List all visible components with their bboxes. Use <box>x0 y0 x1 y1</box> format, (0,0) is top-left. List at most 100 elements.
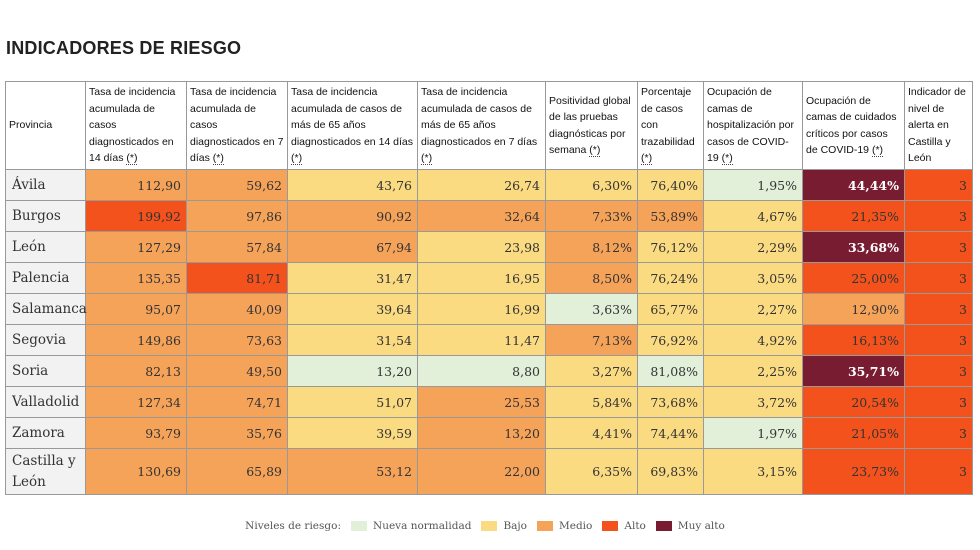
indicator-value-cell: 4,67% <box>703 200 803 232</box>
header-text: Positividad global de las pruebas diagnó… <box>549 94 631 157</box>
header-incidencia-14d: Tasa de incidencia acumulada de casos di… <box>85 81 187 170</box>
legend-item-label: Muy alto <box>677 520 725 532</box>
indicator-value-cell: 33,68% <box>802 231 905 263</box>
indicator-value-cell: 149,86 <box>85 324 187 356</box>
indicator-value-cell: 112,90 <box>85 169 187 201</box>
indicator-value-cell: 4,41% <box>545 417 638 449</box>
indicator-value-cell: 81,71 <box>186 262 288 294</box>
indicator-value-cell: 20,54% <box>802 386 905 418</box>
header-positividad: Positividad global de las pruebas diagnó… <box>545 81 638 170</box>
province-name-cell: Ávila <box>5 169 86 201</box>
indicator-value-cell: 65,89 <box>186 448 288 495</box>
indicator-value-cell: 73,68% <box>637 386 704 418</box>
indicator-value-cell: 76,40% <box>637 169 704 201</box>
indicator-value-cell: 3 <box>904 386 973 418</box>
indicator-value-cell: 12,90% <box>802 293 905 325</box>
table-body: Ávila 112,90 59,62 43,76 26,74 6,30% 76,40% 1,9… <box>5 169 973 495</box>
legend-swatch <box>481 521 498 531</box>
indicator-value-cell: 199,92 <box>85 200 187 232</box>
header-text: Tasa de incidencia acumulada de casos di… <box>190 86 284 165</box>
legend-items: Nueva normalidad Bajo Medio Alto Muy alto <box>351 520 735 532</box>
indicator-value-cell: 65,77% <box>637 293 704 325</box>
info-ref-link[interactable]: (*) <box>126 152 138 166</box>
info-ref-link[interactable]: (*) <box>871 144 884 157</box>
info-ref-link[interactable]: (*) <box>421 152 433 166</box>
legend-swatch <box>351 521 367 531</box>
info-ref-link[interactable]: (*) <box>212 152 224 166</box>
indicator-value-cell: 5,84% <box>545 386 638 418</box>
table-header-row: Provincia Tasa de incidencia acumulada d… <box>5 81 973 170</box>
indicator-value-cell: 76,12% <box>637 231 704 263</box>
indicator-value-cell: 3 <box>904 355 973 387</box>
indicator-value-cell: 127,29 <box>85 231 187 263</box>
header-text: Tasa de incidencia acumulada de casos di… <box>89 86 176 165</box>
header-text: Ocupación de camas de cuidados críticos … <box>806 94 897 157</box>
indicator-value-cell: 57,84 <box>186 231 288 263</box>
indicator-value-cell: 16,95 <box>417 262 546 294</box>
legend-label: Niveles de riesgo: <box>245 520 341 532</box>
legend-item-label: Medio <box>559 520 593 532</box>
indicator-value-cell: 3 <box>904 324 973 356</box>
indicator-value-cell: 74,44% <box>637 417 704 449</box>
risk-legend: Niveles de riesgo: Nueva normalidad Bajo M… <box>0 520 980 532</box>
indicator-value-cell: 3,15% <box>703 448 803 495</box>
table-row: Soria 82,13 49,50 13,20 8,80 3,27% 81,08% 2,25%… <box>5 355 973 387</box>
indicator-value-cell: 6,35% <box>545 448 638 495</box>
indicator-value-cell: 73,63 <box>186 324 288 356</box>
info-ref-link[interactable]: (*) <box>291 152 303 166</box>
indicator-value-cell: 23,98 <box>417 231 546 263</box>
indicator-value-cell: 81,08% <box>637 355 704 387</box>
header-text: Tasa de incidencia acumulada de casos de… <box>291 86 414 148</box>
table-row: León 127,29 57,84 67,94 23,98 8,12% 76,12% 2,29… <box>5 231 973 263</box>
info-ref-link[interactable]: (*) <box>641 152 653 166</box>
indicator-value-cell: 8,12% <box>545 231 638 263</box>
indicator-value-cell: 43,76 <box>287 169 418 201</box>
indicator-value-cell: 67,94 <box>287 231 418 263</box>
indicator-value-cell: 95,07 <box>85 293 187 325</box>
legend-swatch <box>537 521 553 531</box>
indicator-value-cell: 53,12 <box>287 448 418 495</box>
info-ref-link[interactable]: (*) <box>589 144 601 157</box>
table-row: Valladolid 127,34 74,71 51,07 25,53 5,84% 73,6… <box>5 386 973 418</box>
indicator-value-cell: 44,44% <box>802 169 905 201</box>
indicator-value-cell: 16,13% <box>802 324 905 356</box>
header-nivel-alerta: Indicador de nivel de alerta en Castilla… <box>904 81 973 170</box>
info-ref-link[interactable]: (*) <box>721 152 733 166</box>
indicator-value-cell: 22,00 <box>417 448 546 495</box>
header-ocupacion-criticos: Ocupación de camas de cuidados críticos … <box>802 81 905 170</box>
indicator-value-cell: 11,47 <box>417 324 546 356</box>
indicator-value-cell: 3 <box>904 169 973 201</box>
indicator-value-cell: 7,13% <box>545 324 638 356</box>
province-name-cell: Palencia <box>5 262 86 294</box>
indicator-value-cell: 32,64 <box>417 200 546 232</box>
indicator-value-cell: 130,69 <box>85 448 187 495</box>
header-text: Porcentaje de casos con trazabilidad <box>641 86 695 148</box>
page-title: INDICADORES DE RIESGO <box>6 38 242 58</box>
table-row: Zamora 93,79 35,76 39,59 13,20 4,41% 74,44% 1,9… <box>5 417 973 449</box>
risk-indicators-table: Provincia Tasa de incidencia acumulada d… <box>5 81 973 495</box>
table-row: Palencia 135,35 81,71 31,47 16,95 8,50% 76,24%… <box>5 262 973 294</box>
indicator-value-cell: 31,47 <box>287 262 418 294</box>
header-ocupacion-hospitalizacion: Ocupación de camas de hospitalización po… <box>703 81 803 170</box>
indicator-value-cell: 3,72% <box>703 386 803 418</box>
indicator-value-cell: 26,74 <box>417 169 546 201</box>
indicator-value-cell: 23,73% <box>802 448 905 495</box>
legend-item: Muy alto <box>655 520 725 532</box>
indicator-value-cell: 39,59 <box>287 417 418 449</box>
indicator-value-cell: 3,27% <box>545 355 638 387</box>
indicator-value-cell: 135,35 <box>85 262 187 294</box>
indicator-value-cell: 4,92% <box>703 324 803 356</box>
header-incidencia-65-14d: Tasa de incidencia acumulada de casos de… <box>287 81 418 170</box>
indicator-value-cell: 25,53 <box>417 386 546 418</box>
indicator-value-cell: 2,27% <box>703 293 803 325</box>
indicator-value-cell: 39,64 <box>287 293 418 325</box>
indicator-value-cell: 3 <box>904 262 973 294</box>
province-name-cell: Soria <box>5 355 86 387</box>
indicator-value-cell: 40,09 <box>186 293 288 325</box>
indicator-value-cell: 1,95% <box>703 169 803 201</box>
indicator-value-cell: 8,80 <box>417 355 546 387</box>
indicator-value-cell: 97,86 <box>186 200 288 232</box>
indicator-value-cell: 59,62 <box>186 169 288 201</box>
header-incidencia-7d: Tasa de incidencia acumulada de casos di… <box>186 81 288 170</box>
indicator-value-cell: 3,63% <box>545 293 638 325</box>
